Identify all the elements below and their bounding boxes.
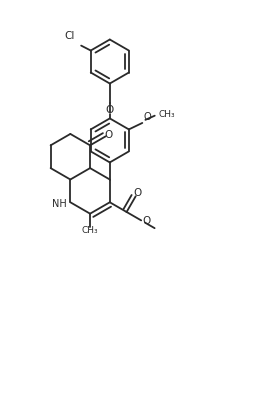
Text: O: O [104,130,112,140]
Text: CH₃: CH₃ [82,226,98,235]
Text: O: O [106,105,114,115]
Text: O: O [143,216,151,226]
Text: O: O [143,112,151,122]
Text: O: O [133,188,141,198]
Text: NH: NH [52,199,67,209]
Text: CH₃: CH₃ [159,110,175,119]
Text: Cl: Cl [65,31,75,41]
